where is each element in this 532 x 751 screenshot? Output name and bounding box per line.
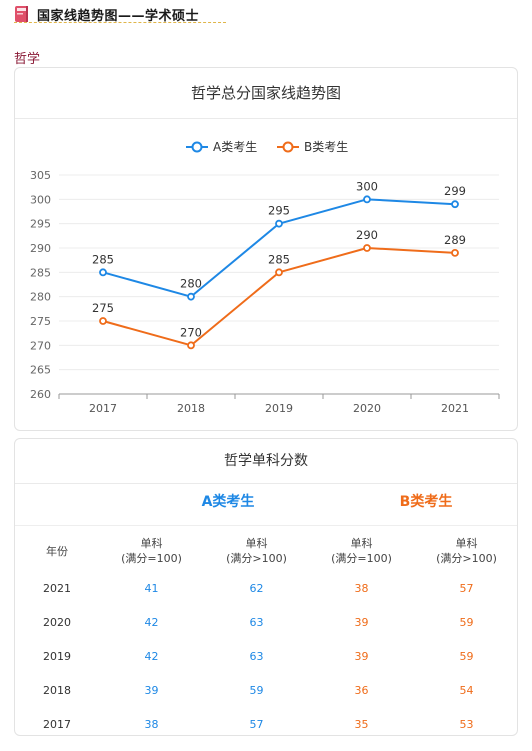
data-point (451, 200, 459, 209)
score-table-card: 哲学单科分数 A类考生 B类考生 年份 单科 (满分=100) 单科 (满分>100… (14, 438, 518, 736)
y-tick-label: 280 (30, 291, 51, 304)
y-tick-label: 300 (30, 193, 51, 206)
score-table: 年份 单科 (满分=100) 单科 (满分>100) 单科 (满分=100) 单科 (满… (15, 531, 519, 741)
cell-b2: 54 (459, 683, 474, 697)
x-tick-label: 2019 (265, 402, 293, 415)
cell-b2: 57 (459, 581, 474, 595)
cell-a1: 42 (144, 649, 159, 663)
data-label: 275 (92, 301, 114, 315)
table-row: 2021 41 62 38 57 (15, 571, 519, 605)
legend-marker (191, 141, 203, 153)
cell-a2: 57 (249, 717, 264, 731)
y-tick-label: 275 (30, 315, 51, 328)
x-tick-label: 2021 (441, 402, 469, 415)
cell-a1: 39 (144, 683, 159, 697)
chart-title: 哲学总分国家线趋势图 (15, 68, 517, 119)
cell-year: 2020 (43, 615, 71, 629)
data-label: 280 (180, 277, 202, 291)
data-label: 270 (180, 325, 202, 339)
line-chart: 260 265 270 275 280 285 290 295 300 305 2017 2018 20… (30, 140, 500, 415)
page-title: 国家线趋势图——学术硕士 (37, 8, 200, 24)
header-a1: 单科 (满分=100) (121, 537, 182, 565)
data-label: 295 (268, 204, 290, 218)
chart-card: 哲学总分国家线趋势图 260 265 270 275 280 285 290 295 300 30… (14, 67, 518, 431)
cell-a2: 59 (249, 683, 264, 697)
cell-a1: 38 (144, 717, 159, 731)
cell-b2: 59 (459, 615, 474, 629)
cell-b1: 35 (354, 717, 369, 731)
y-tick-label: 295 (30, 218, 51, 231)
data-point (99, 317, 107, 325)
cell-b2: 53 (459, 717, 474, 731)
section-label: 哲学 (14, 52, 41, 67)
x-tick-label: 2020 (353, 402, 381, 415)
y-tick-label: 285 (30, 266, 51, 279)
table-row: 2019 42 63 39 59 (15, 639, 519, 673)
table-row: 2017 38 57 35 53 (15, 707, 519, 741)
cell-b1: 39 (354, 615, 369, 629)
table-row: 2018 39 59 36 54 (15, 673, 519, 707)
cell-year: 2019 (43, 649, 71, 663)
data-label: 299 (444, 184, 466, 198)
data-label: 285 (92, 252, 114, 266)
y-tick-label: 305 (30, 169, 51, 182)
legend-label: A类考生 (213, 140, 257, 154)
data-point (451, 248, 459, 257)
cell-a2: 62 (249, 581, 264, 595)
book-icon (14, 5, 30, 23)
y-tick-label: 265 (30, 364, 51, 377)
table-title: 哲学单科分数 (15, 439, 517, 484)
header-underline (14, 22, 226, 23)
group-header-row: A类考生 B类考生 (15, 491, 517, 521)
cell-a2: 63 (249, 615, 264, 629)
data-label: 300 (356, 179, 378, 193)
legend-label: B类考生 (304, 140, 348, 154)
table-header-row: 年份 单科 (满分=100) 单科 (满分>100) 单科 (满分=100) 单科 (满… (15, 531, 519, 571)
cell-year: 2021 (43, 581, 71, 595)
header-b1: 单科 (满分=100) (331, 537, 392, 565)
cell-year: 2018 (43, 683, 71, 697)
data-point (363, 244, 371, 252)
group-b-label: B类考生 (399, 494, 453, 510)
x-tick-label: 2018 (177, 402, 205, 415)
data-label: 290 (356, 228, 378, 242)
data-label: 289 (444, 233, 466, 247)
header-a2: 单科 (满分>100) (226, 537, 287, 565)
legend-marker (282, 141, 294, 153)
data-point (275, 219, 283, 228)
cell-a2: 63 (249, 649, 264, 663)
data-point (363, 195, 371, 204)
cell-b1: 38 (354, 581, 369, 595)
table-row: 2020 42 63 39 59 (15, 605, 519, 639)
data-point (187, 292, 195, 301)
page-header: 国家线趋势图——学术硕士 (14, 4, 199, 24)
group-a-label: A类考生 (201, 494, 255, 510)
header-b2: 单科 (满分>100) (436, 537, 497, 565)
header-year: 年份 (46, 544, 68, 558)
data-point (275, 268, 283, 277)
y-tick-label: 270 (30, 339, 51, 352)
data-point (187, 341, 195, 350)
y-tick-label: 290 (30, 242, 51, 255)
data-point (99, 268, 107, 277)
cell-b1: 39 (354, 649, 369, 663)
y-tick-label: 260 (30, 388, 51, 401)
cell-a1: 42 (144, 615, 159, 629)
divider (15, 525, 517, 526)
x-tick-label: 2017 (89, 402, 117, 415)
data-label: 285 (268, 252, 290, 266)
cell-a1: 41 (144, 581, 159, 595)
cell-b1: 36 (354, 683, 369, 697)
cell-b2: 59 (459, 649, 474, 663)
cell-year: 2017 (43, 717, 71, 731)
